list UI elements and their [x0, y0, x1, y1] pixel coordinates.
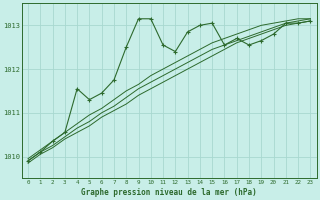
X-axis label: Graphe pression niveau de la mer (hPa): Graphe pression niveau de la mer (hPa) — [81, 188, 257, 197]
